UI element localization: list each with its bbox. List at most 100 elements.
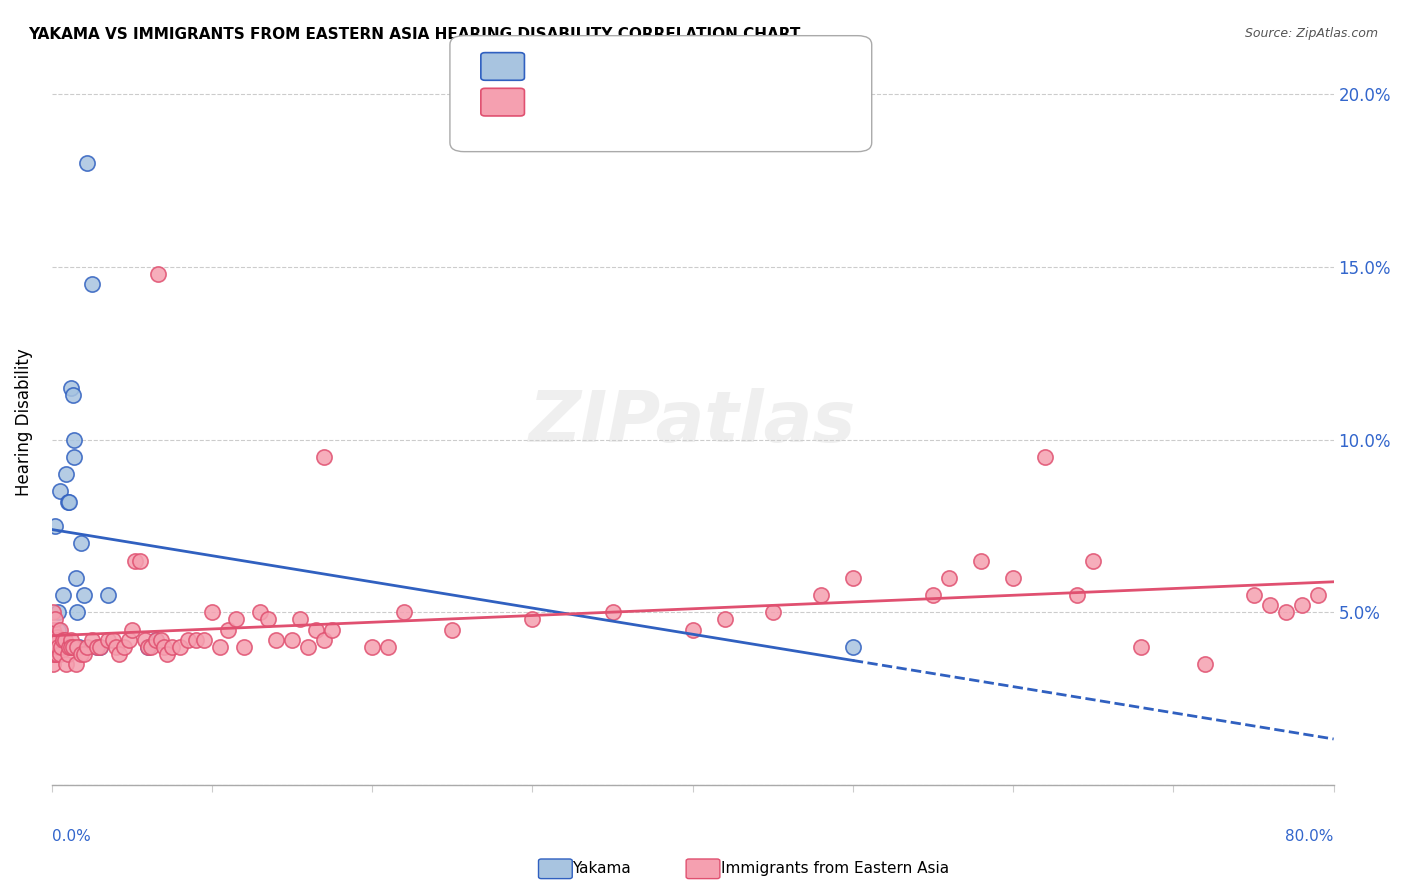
- Point: [65, 657, 87, 672]
- Point: [124, 553, 146, 567]
- Point: [522, 612, 544, 626]
- Point: [264, 632, 287, 647]
- Point: [42, 606, 65, 620]
- Point: [55, 657, 77, 672]
- Point: [1243, 588, 1265, 602]
- Point: [51, 640, 73, 654]
- Point: [59, 632, 82, 647]
- Point: [44, 632, 66, 647]
- Point: [145, 632, 167, 647]
- Point: [41, 640, 63, 654]
- Point: [602, 606, 624, 620]
- Point: [139, 640, 162, 654]
- Point: [153, 640, 176, 654]
- Point: [44, 519, 66, 533]
- Point: [682, 623, 704, 637]
- Point: [121, 623, 143, 637]
- Point: [377, 640, 399, 654]
- Point: [314, 632, 336, 647]
- Point: [86, 640, 108, 654]
- Point: [58, 495, 80, 509]
- Point: [97, 632, 120, 647]
- Point: [112, 640, 135, 654]
- Point: [149, 632, 172, 647]
- Point: [44, 647, 66, 661]
- Point: [305, 623, 328, 637]
- Point: [201, 606, 224, 620]
- Point: [97, 588, 120, 602]
- Point: [842, 640, 865, 654]
- Point: [56, 647, 79, 661]
- Point: [184, 632, 207, 647]
- Point: [145, 632, 167, 647]
- Text: 0.0%: 0.0%: [52, 829, 90, 844]
- Point: [69, 647, 91, 661]
- Point: [55, 467, 77, 482]
- Point: [69, 536, 91, 550]
- Point: [257, 612, 280, 626]
- Point: [1033, 450, 1056, 464]
- Point: [44, 612, 66, 626]
- Point: [1130, 640, 1153, 654]
- Point: [108, 647, 131, 661]
- Text: R = -0.065   N = 27: R = -0.065 N = 27: [530, 60, 693, 74]
- Point: [361, 640, 384, 654]
- Point: [42, 623, 65, 637]
- Point: [73, 588, 96, 602]
- Text: Yakama: Yakama: [572, 862, 631, 876]
- Point: [101, 632, 124, 647]
- Point: [1002, 571, 1025, 585]
- Point: [76, 640, 98, 654]
- Point: [53, 640, 76, 654]
- Point: [63, 433, 86, 447]
- Point: [59, 381, 82, 395]
- Point: [73, 647, 96, 661]
- Point: [51, 640, 73, 654]
- Text: 80.0%: 80.0%: [1285, 829, 1334, 844]
- Y-axis label: Hearing Disability: Hearing Disability: [15, 349, 32, 496]
- Point: [104, 640, 127, 654]
- Point: [1274, 606, 1296, 620]
- Point: [42, 647, 65, 661]
- Point: [128, 553, 150, 567]
- Text: R =  0.430   N = 94: R = 0.430 N = 94: [530, 95, 692, 110]
- Point: [53, 632, 76, 647]
- Point: [80, 632, 103, 647]
- Point: [59, 640, 82, 654]
- Point: [45, 640, 67, 654]
- Point: [922, 588, 945, 602]
- Point: [76, 156, 98, 170]
- Point: [810, 588, 832, 602]
- Point: [136, 640, 159, 654]
- Point: [118, 632, 141, 647]
- Point: [65, 571, 87, 585]
- Point: [169, 640, 191, 654]
- Point: [297, 640, 319, 654]
- Point: [46, 640, 69, 654]
- Text: YAKAMA VS IMMIGRANTS FROM EASTERN ASIA HEARING DISABILITY CORRELATION CHART: YAKAMA VS IMMIGRANTS FROM EASTERN ASIA H…: [28, 27, 800, 42]
- Point: [67, 640, 90, 654]
- Point: [52, 588, 75, 602]
- Point: [314, 450, 336, 464]
- Point: [281, 632, 304, 647]
- Point: [1066, 588, 1088, 602]
- Point: [842, 571, 865, 585]
- Point: [80, 277, 103, 292]
- Point: [62, 640, 84, 654]
- Point: [156, 647, 179, 661]
- Text: Immigrants from Eastern Asia: Immigrants from Eastern Asia: [721, 862, 949, 876]
- Text: Source: ZipAtlas.com: Source: ZipAtlas.com: [1244, 27, 1378, 40]
- Text: ZIPatlas: ZIPatlas: [529, 388, 856, 457]
- Point: [134, 632, 156, 647]
- Point: [89, 640, 111, 654]
- Point: [394, 606, 416, 620]
- Point: [49, 647, 72, 661]
- Point: [1194, 657, 1216, 672]
- Point: [1306, 588, 1329, 602]
- Point: [66, 640, 89, 654]
- Point: [1258, 599, 1281, 613]
- Point: [46, 606, 69, 620]
- Point: [160, 640, 183, 654]
- Point: [136, 640, 159, 654]
- Point: [146, 267, 169, 281]
